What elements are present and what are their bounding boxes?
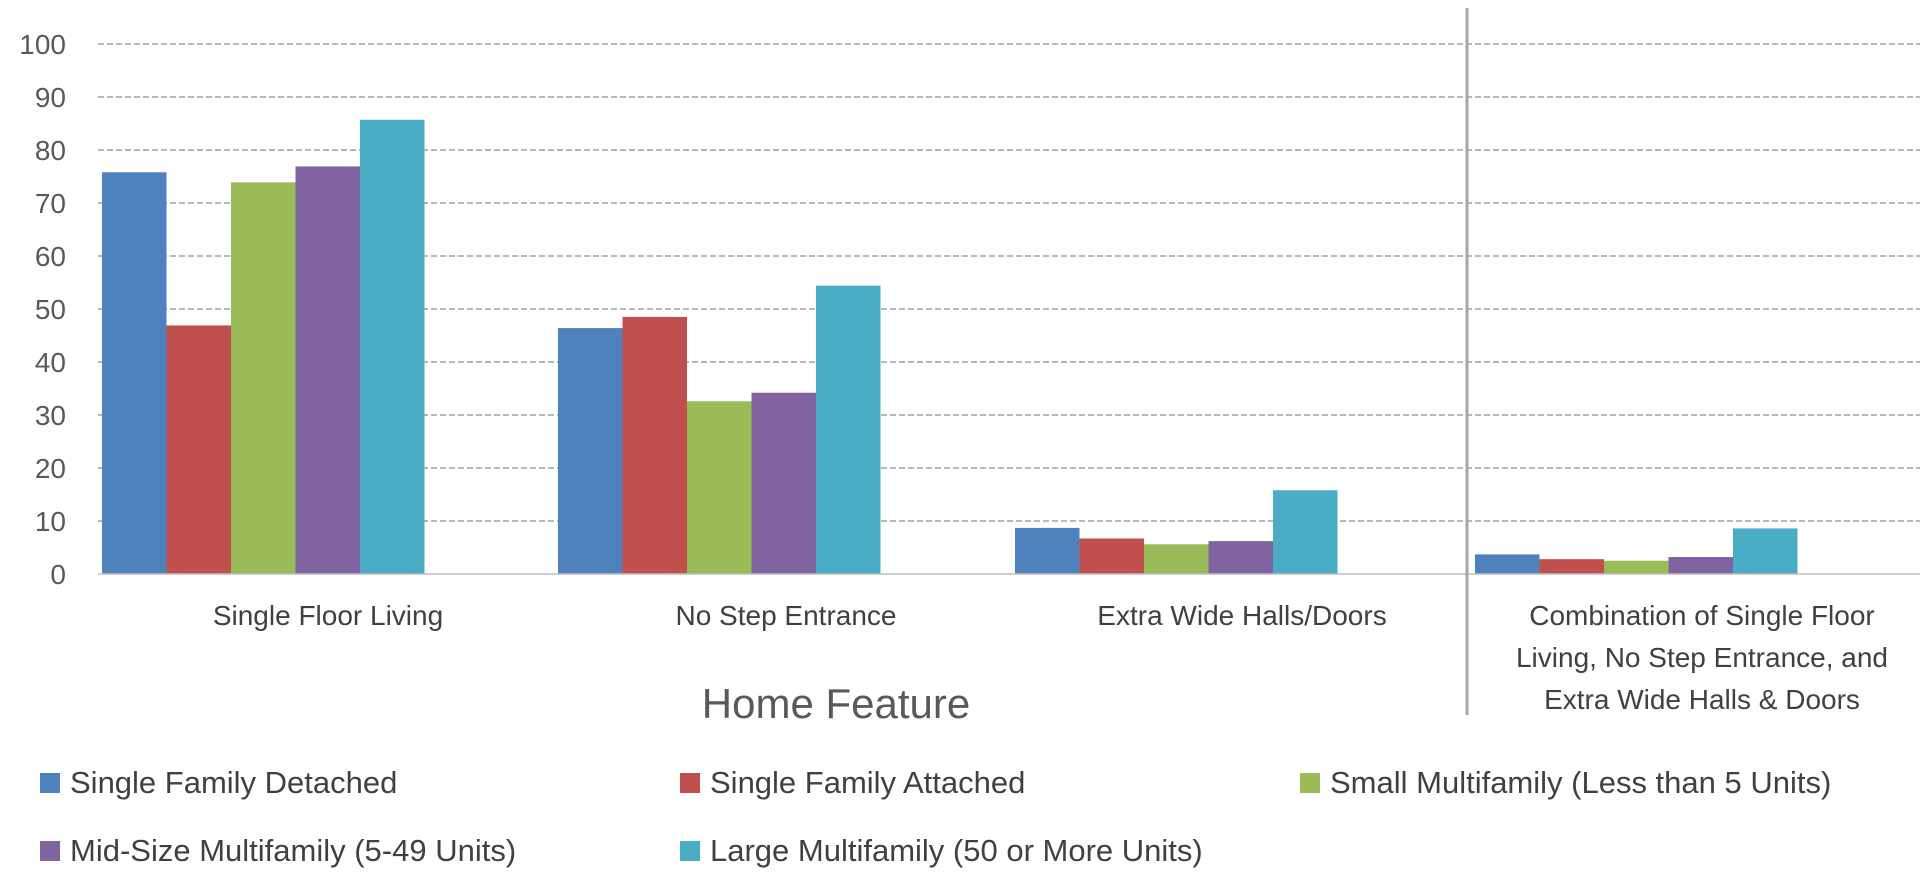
bars [102, 119, 1798, 574]
y-tick-label: 30 [35, 400, 66, 431]
bar [1144, 544, 1209, 574]
bar [1475, 554, 1540, 574]
y-tick-label: 0 [50, 559, 66, 590]
bar [1015, 527, 1080, 574]
bar [231, 182, 296, 574]
y-tick-label: 20 [35, 453, 66, 484]
legend-label: Single Family Attached [710, 765, 1026, 800]
bar [816, 285, 881, 574]
y-tick-label: 100 [19, 29, 66, 60]
y-tick-label: 70 [35, 188, 66, 219]
y-tick-label: 90 [35, 82, 66, 113]
bar [1604, 560, 1669, 574]
legend-swatch [680, 773, 700, 793]
bar [1733, 528, 1798, 574]
bar [1208, 541, 1273, 574]
legend-item: Single Family Detached [40, 765, 397, 801]
y-axis-ticks: 0 10 20 30 40 50 60 70 80 90 100 [19, 29, 66, 590]
legend-label: Large Multifamily (50 or More Units) [710, 833, 1203, 868]
legend-label: Mid-Size Multifamily (5-49 Units) [70, 833, 517, 868]
legend-item: Small Multifamily (Less than 5 Units) [1300, 765, 1831, 801]
legend-item: Single Family Attached [680, 765, 1025, 801]
bar-chart: 0 10 20 30 40 50 60 70 80 90 100 Single Floor Livi… [19, 8, 1920, 727]
y-tick-label: 50 [35, 294, 66, 325]
bar [1668, 557, 1733, 574]
legend-label: Small Multifamily (Less than 5 Units) [1330, 765, 1832, 800]
legend-item: Mid-Size Multifamily (5-49 Units) [40, 833, 516, 869]
category-label: Single Floor Living [213, 600, 443, 631]
bar [166, 325, 231, 574]
y-tick-label: 10 [35, 506, 66, 537]
x-axis-title: Home Feature [702, 680, 970, 727]
legend: Single Family Detached Single Family Atta… [0, 760, 1931, 887]
bar [1273, 490, 1338, 574]
legend-swatch [1300, 773, 1320, 793]
bar [751, 392, 816, 574]
category-label: No Step Entrance [675, 600, 896, 631]
category-labels: Single Floor Living No Step Entrance Extra… [213, 600, 1888, 715]
legend-swatch [40, 773, 60, 793]
bar [1539, 559, 1604, 574]
category-label: Living, No Step Entrance, and [1516, 642, 1888, 673]
y-tick-label: 40 [35, 347, 66, 378]
legend-swatch [680, 841, 700, 861]
bar [687, 401, 752, 574]
bar [622, 316, 687, 574]
bar [1079, 538, 1144, 574]
legend-swatch [40, 841, 60, 861]
bar [102, 172, 167, 574]
legend-item: Large Multifamily (50 or More Units) [680, 833, 1203, 869]
category-label: Combination of Single Floor [1529, 600, 1875, 631]
gridlines [98, 43, 1920, 522]
bar [360, 119, 425, 574]
legend-label: Single Family Detached [70, 765, 398, 800]
category-label: Extra Wide Halls/Doors [1097, 600, 1386, 631]
bar [295, 166, 360, 574]
category-label: Extra Wide Halls & Doors [1544, 684, 1860, 715]
y-tick-label: 80 [35, 135, 66, 166]
y-tick-label: 60 [35, 241, 66, 272]
bar [558, 328, 623, 574]
